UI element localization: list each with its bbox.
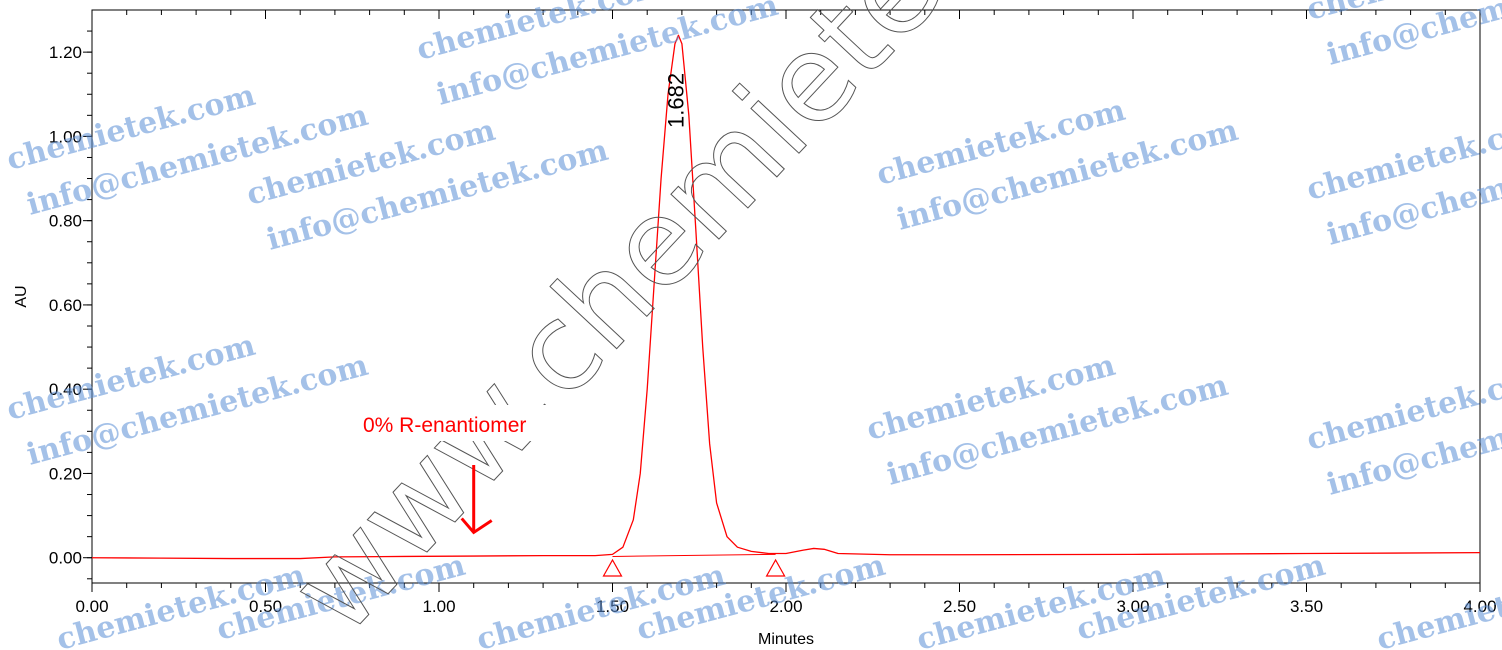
x-tick-label: 1.50 (596, 597, 629, 616)
y-tick-label: 1.00 (49, 127, 82, 146)
x-tick-label: 3.00 (1116, 597, 1149, 616)
x-axis-title: Minutes (758, 631, 814, 648)
x-tick-label: 0.00 (75, 597, 108, 616)
x-tick-label: 3.50 (1290, 597, 1323, 616)
x-tick-label: 2.00 (769, 597, 802, 616)
y-tick-label: 1.20 (49, 43, 82, 62)
x-tick-label: 4.00 (1463, 597, 1496, 616)
watermark-diagonal-url: www.chemietek.com (265, 0, 1217, 650)
x-tick-label: 0.50 (249, 597, 282, 616)
y-tick-label: 0.40 (49, 380, 82, 399)
y-tick-label: 0.20 (49, 464, 82, 483)
series-line (91, 34, 1481, 560)
peak-retention-label: 1.682 (664, 73, 689, 128)
y-tick-label: 0.60 (49, 296, 82, 315)
y-tick-label: 0.80 (49, 212, 82, 231)
annotation-arrow-head (460, 517, 493, 535)
peak-marker-triangle (602, 558, 623, 577)
y-axis-title: AU (13, 285, 30, 307)
x-tick-label: 1.00 (422, 597, 455, 616)
peak-marker-triangle (765, 558, 786, 577)
annotation-backdrop (352, 405, 590, 441)
x-tick-label: 2.50 (943, 597, 976, 616)
integration-baseline (612, 553, 776, 557)
watermark-text: chemietek.com (1373, 558, 1502, 650)
annotation-label: 0% R-enantiomer (363, 414, 526, 437)
watermark: chemietek.cominfo@chemietek.comchemietek… (3, 0, 1502, 650)
y-tick-label: 0.00 (49, 549, 82, 568)
